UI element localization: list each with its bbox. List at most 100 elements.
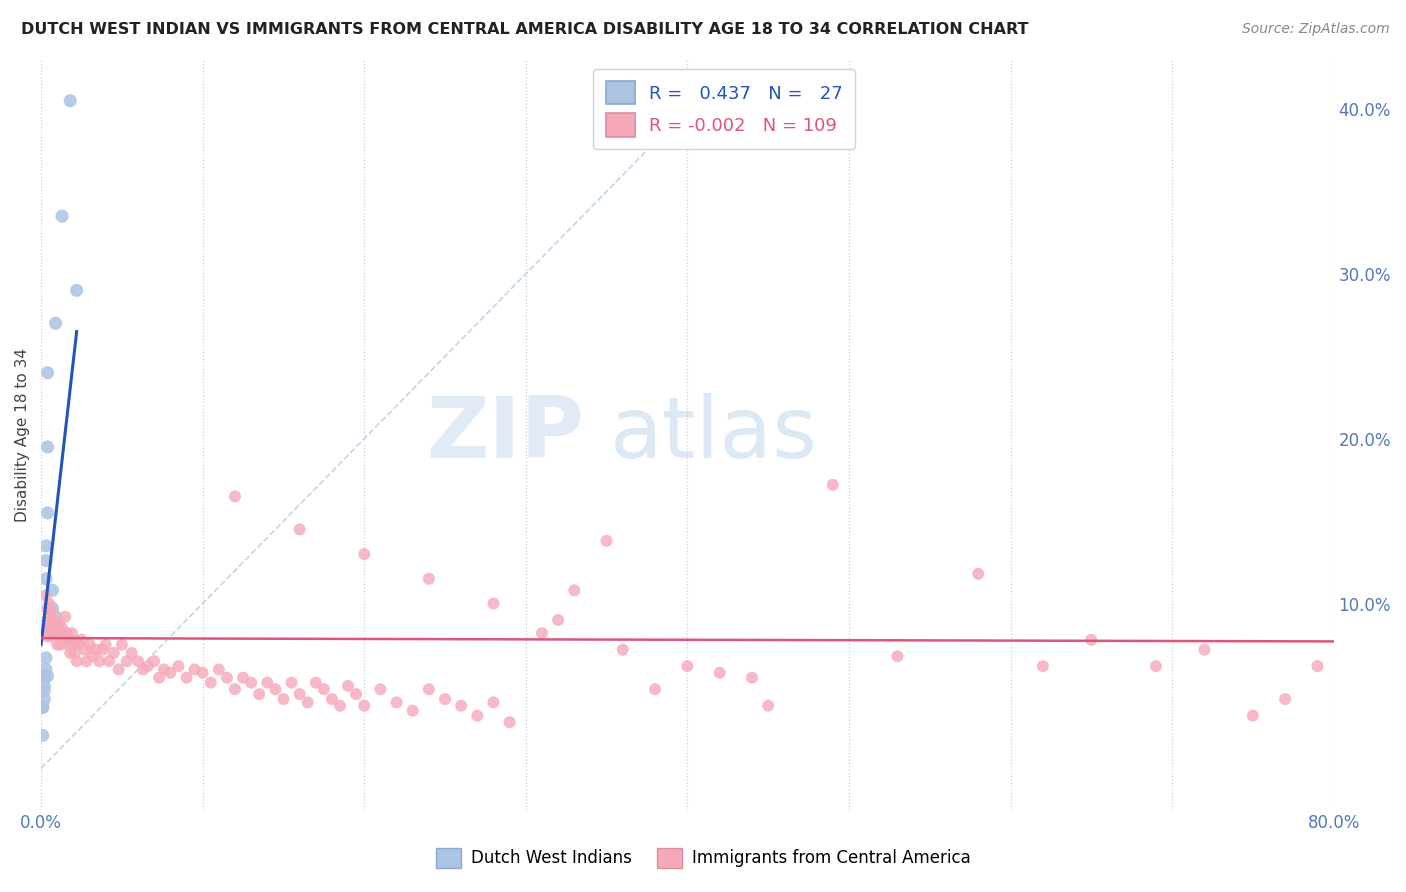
Point: [46, 638, 69, 652]
Point: [709, 665, 731, 680]
Point: [467, 708, 489, 723]
Point: [37, 601, 59, 615]
Point: [89, 654, 111, 668]
Point: [167, 659, 190, 673]
Point: [91, 642, 114, 657]
Point: [1241, 708, 1264, 723]
Point: [41, 601, 63, 615]
Point: [66, 284, 89, 298]
Point: [60, 626, 83, 640]
Point: [42, 626, 65, 640]
Point: [288, 522, 311, 536]
Point: [59, 94, 82, 108]
Point: [31, 700, 53, 714]
Point: [224, 489, 246, 503]
Point: [38, 621, 60, 635]
Point: [612, 642, 634, 657]
Point: [121, 646, 143, 660]
Point: [136, 659, 159, 673]
Point: [321, 692, 343, 706]
Point: [41, 605, 63, 619]
Point: [56, 626, 79, 640]
Point: [79, 638, 101, 652]
Point: [127, 654, 149, 668]
Text: atlas: atlas: [610, 393, 818, 476]
Point: [329, 698, 352, 713]
Point: [75, 654, 97, 668]
Point: [51, 209, 73, 223]
Point: [132, 662, 155, 676]
Point: [84, 642, 107, 657]
Point: [45, 609, 67, 624]
Point: [52, 630, 75, 644]
Point: [31, 728, 53, 742]
Point: [280, 675, 302, 690]
Point: [498, 715, 520, 730]
Point: [232, 671, 254, 685]
Point: [45, 619, 67, 633]
Point: [38, 597, 60, 611]
Point: [37, 366, 59, 380]
Point: [741, 671, 763, 685]
Point: [35, 572, 58, 586]
Point: [111, 638, 134, 652]
Point: [34, 669, 56, 683]
Point: [143, 654, 166, 668]
Point: [821, 478, 844, 492]
Point: [644, 682, 666, 697]
Point: [224, 682, 246, 697]
Point: [183, 662, 205, 676]
Point: [41, 618, 63, 632]
Point: [273, 692, 295, 706]
Point: [51, 621, 73, 635]
Point: [434, 692, 457, 706]
Point: [98, 654, 121, 668]
Point: [48, 616, 70, 631]
Point: [756, 698, 779, 713]
Point: [46, 626, 69, 640]
Point: [1194, 642, 1216, 657]
Point: [38, 609, 60, 624]
Text: Source: ZipAtlas.com: Source: ZipAtlas.com: [1241, 22, 1389, 37]
Point: [215, 671, 238, 685]
Point: [482, 597, 505, 611]
Point: [159, 665, 181, 680]
Point: [676, 659, 699, 673]
Point: [595, 533, 617, 548]
Point: [37, 669, 59, 683]
Text: DUTCH WEST INDIAN VS IMMIGRANTS FROM CENTRAL AMERICA DISABILITY AGE 18 TO 34 COR: DUTCH WEST INDIAN VS IMMIGRANTS FROM CEN…: [21, 22, 1029, 37]
Point: [115, 654, 138, 668]
Point: [107, 662, 129, 676]
Point: [45, 616, 67, 631]
Point: [58, 638, 80, 652]
Point: [34, 684, 56, 698]
Point: [103, 646, 125, 660]
Point: [70, 632, 93, 647]
Text: ZIP: ZIP: [426, 393, 583, 476]
Point: [967, 566, 990, 581]
Point: [450, 698, 472, 713]
Point: [82, 649, 104, 664]
Point: [35, 588, 58, 602]
Point: [886, 649, 908, 664]
Point: [547, 613, 569, 627]
Point: [191, 665, 214, 680]
Point: [153, 662, 176, 676]
Point: [530, 626, 553, 640]
Point: [1080, 632, 1102, 647]
Point: [35, 539, 58, 553]
Point: [31, 700, 53, 714]
Point: [59, 646, 82, 660]
Point: [35, 651, 58, 665]
Point: [256, 675, 278, 690]
Point: [1032, 659, 1054, 673]
Point: [59, 634, 82, 648]
Point: [176, 671, 198, 685]
Point: [34, 692, 56, 706]
Point: [34, 679, 56, 693]
Point: [200, 675, 222, 690]
Point: [353, 547, 375, 561]
Point: [51, 626, 73, 640]
Point: [39, 630, 62, 644]
Point: [562, 583, 585, 598]
